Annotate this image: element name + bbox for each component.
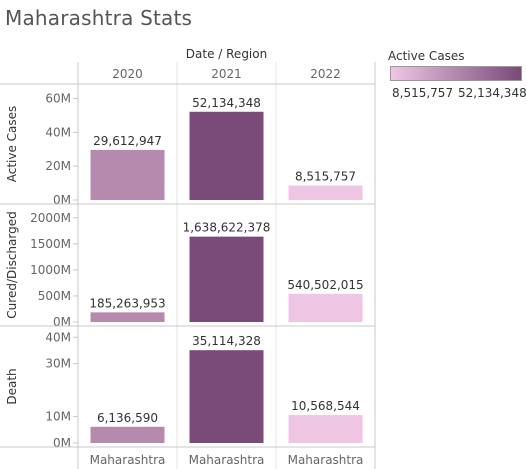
year-header-2021: 2021 bbox=[211, 67, 242, 81]
legend-color-ramp bbox=[390, 66, 522, 81]
bar-value-label: 540,502,015 bbox=[287, 278, 363, 292]
year-header-2020: 2020 bbox=[112, 67, 143, 81]
region-label: Maharashtra bbox=[288, 453, 364, 467]
year-header-2022: 2022 bbox=[310, 67, 341, 81]
legend-title: Active Cases bbox=[388, 49, 465, 63]
bar-2-0 bbox=[90, 426, 165, 443]
row-label-0: Active Cases bbox=[5, 106, 19, 183]
bar-value-label: 1,638,622,378 bbox=[183, 221, 271, 235]
bar-0-1 bbox=[189, 111, 264, 200]
bar-1-0 bbox=[90, 312, 165, 322]
bar-value-label: 10,568,544 bbox=[291, 399, 360, 413]
bar-1-2 bbox=[288, 293, 363, 322]
y-tick-label: 20M bbox=[45, 159, 71, 173]
column-header-label: Date / Region bbox=[186, 47, 267, 61]
y-tick-label: 40M bbox=[45, 330, 71, 344]
legend-max-label: 52,134,348 bbox=[458, 86, 527, 100]
bar-value-label: 29,612,947 bbox=[93, 134, 162, 148]
row-label-2: Death bbox=[5, 368, 19, 404]
bar-1-1 bbox=[189, 236, 264, 322]
bar-2-2 bbox=[288, 415, 363, 443]
bar-value-label: 52,134,348 bbox=[192, 96, 261, 110]
y-tick-label: 1000M bbox=[30, 263, 71, 277]
y-tick-label: 0M bbox=[53, 193, 71, 207]
y-tick-label: 40M bbox=[45, 125, 71, 139]
row-label-1: Cured/Discharged bbox=[5, 211, 19, 318]
y-tick-label: 500M bbox=[38, 289, 71, 303]
bar-2-1 bbox=[189, 350, 264, 443]
bar-value-label: 8,515,757 bbox=[295, 170, 356, 184]
y-tick-label: 1500M bbox=[30, 237, 71, 251]
bar-value-label: 35,114,328 bbox=[192, 334, 261, 348]
bar-value-label: 185,263,953 bbox=[89, 296, 165, 310]
region-label: Maharashtra bbox=[189, 453, 265, 467]
y-tick-label: 10M bbox=[45, 410, 71, 424]
y-tick-label: 2000M bbox=[30, 211, 71, 225]
y-tick-label: 0M bbox=[53, 315, 71, 329]
y-tick-label: 0M bbox=[53, 436, 71, 450]
y-tick-label: 30M bbox=[45, 357, 71, 371]
bar-0-0 bbox=[90, 149, 165, 200]
region-label: Maharashtra bbox=[90, 453, 166, 467]
y-tick-label: 60M bbox=[45, 91, 71, 105]
bar-0-2 bbox=[288, 185, 363, 200]
legend-min-label: 8,515,757 bbox=[392, 86, 454, 100]
chart-title: Maharashtra Stats bbox=[5, 6, 193, 30]
bar-value-label: 6,136,590 bbox=[97, 411, 158, 425]
